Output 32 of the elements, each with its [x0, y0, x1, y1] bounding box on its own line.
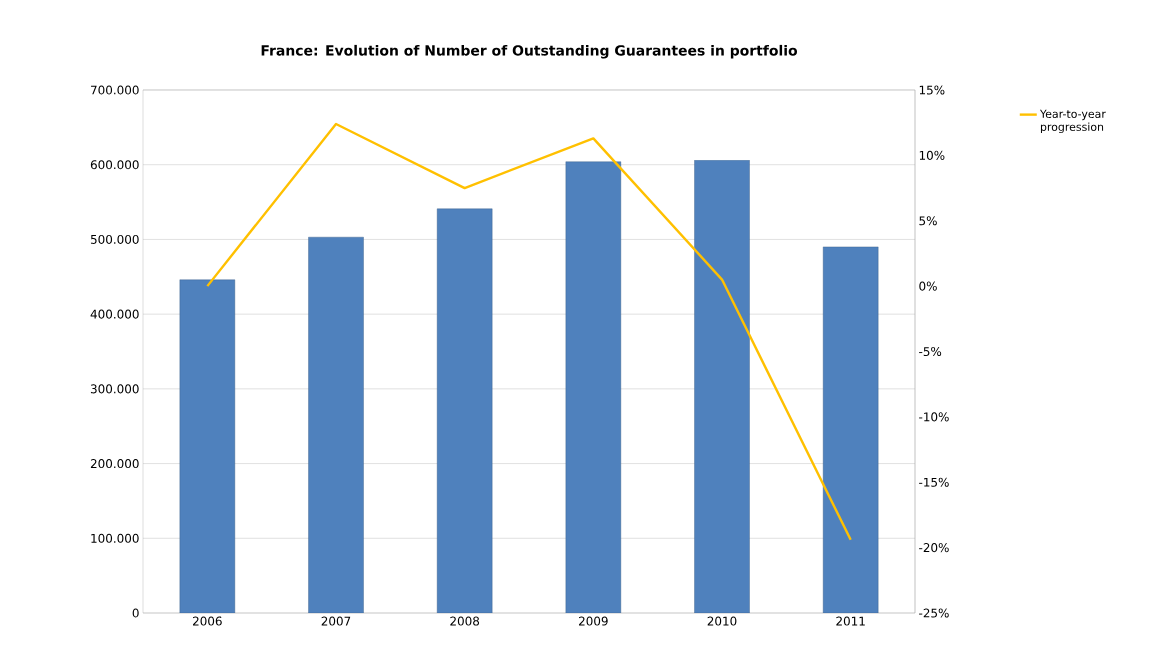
y-tick-label: 400.000 — [90, 309, 139, 319]
bar — [436, 208, 493, 613]
y2-tick-label: -5% — [919, 346, 942, 357]
x-tick-label: 2008 — [450, 616, 480, 626]
x-tick-label: 2006 — [193, 616, 222, 626]
bar — [179, 279, 236, 613]
x-tick-label: 2011 — [836, 616, 865, 626]
chart-title: France: Evolution of Number of Outstanding Guarantees in portfolio — [261, 44, 798, 59]
bar — [308, 236, 364, 613]
x-tick-label: 2007 — [321, 616, 351, 626]
y-tick-label: 100.000 — [91, 533, 139, 543]
bar — [694, 160, 750, 613]
bar — [822, 246, 879, 613]
y-tick-label: 700.000 — [91, 85, 139, 95]
x-tick-label: 2009 — [579, 616, 608, 626]
y2-tick-label: 10% — [919, 150, 945, 160]
y2-tick-label: 0% — [919, 281, 937, 291]
y-tick-label: 300.000 — [90, 384, 139, 394]
y2-tick-label: -15% — [919, 477, 949, 487]
line-series — [206, 122, 852, 541]
bar — [565, 161, 622, 613]
legend-label: Year-to-year progression — [1039, 109, 1106, 134]
y2-tick-label: -20% — [919, 543, 949, 553]
y-tick-label: 600.000 — [90, 160, 139, 170]
y2-tick-label: -25% — [919, 608, 949, 618]
y-tick-label: 0 — [132, 608, 139, 618]
y2-tick-label: -10% — [919, 412, 949, 422]
y2-tick-label: 15% — [919, 85, 945, 95]
y-tick-label: 500.000 — [90, 234, 139, 244]
x-tick-label: 2010 — [707, 616, 737, 626]
y-tick-label: 200.000 — [90, 459, 139, 469]
y2-tick-label: 5% — [919, 216, 937, 226]
